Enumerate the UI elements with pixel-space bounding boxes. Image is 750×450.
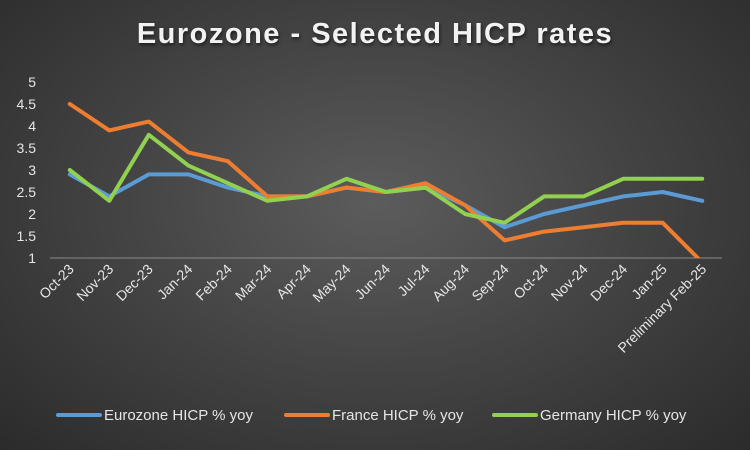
y-tick-label: 3.5 [17, 140, 37, 156]
x-tick-label: Dec-23 [113, 261, 156, 304]
series-line-2 [67, 102, 701, 258]
x-tick-label: Aug-24 [429, 261, 472, 304]
y-tick-label: 2 [28, 206, 36, 222]
x-tick-label: Dec-24 [587, 261, 630, 304]
y-tick-label: 4.5 [17, 96, 37, 112]
series-group [67, 102, 705, 258]
y-tick-label: 4 [28, 118, 36, 134]
y-tick-label: 1 [28, 250, 36, 266]
y-tick-label: 5 [28, 74, 36, 90]
x-tick-label: Feb-24 [192, 261, 235, 304]
y-tick-label: 1.5 [17, 228, 37, 244]
legend-label: Eurozone HICP % yoy [104, 407, 253, 424]
legend-label: Germany HICP % yoy [540, 407, 687, 424]
y-tick-label: 3 [28, 162, 36, 178]
x-tick-label: Jul-24 [394, 261, 432, 299]
x-tick-label: Jan-24 [154, 261, 196, 303]
x-tick-label: Oct-23 [36, 261, 77, 302]
legend-label: France HICP % yoy [332, 407, 464, 424]
series-line-1 [67, 172, 705, 230]
x-tick-label: Nov-24 [548, 261, 591, 304]
x-tick-label: Oct-24 [510, 261, 551, 302]
x-tick-label: Nov-23 [73, 261, 116, 304]
y-tick-label: 2.5 [17, 184, 37, 200]
x-tick-label: May-24 [309, 261, 353, 305]
x-tick-label: Apr-24 [273, 261, 314, 302]
x-tick-label: Sep-24 [468, 261, 511, 304]
series-line-3 [67, 132, 705, 225]
x-tick-label: Mar-24 [232, 261, 275, 304]
chart-title: Eurozone - Selected HICP rates [136, 18, 614, 50]
x-tick-label: Jun-24 [352, 261, 394, 303]
